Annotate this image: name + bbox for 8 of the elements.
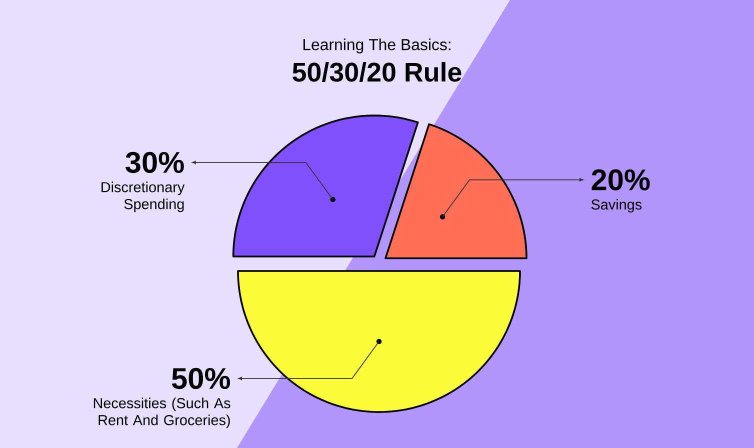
slice-label: Necessities (Such As Rent And Groceries)	[94, 398, 230, 428]
chart-subtitle: Learning The Basics:	[303, 38, 450, 54]
slice-label: Savings	[591, 199, 642, 213]
data-label: 30%	[126, 152, 184, 174]
chart-title: 50/30/20 Rule	[292, 62, 462, 82]
data-label: 50%	[172, 368, 230, 390]
slice-label: Discretionary Spending	[102, 182, 185, 212]
data-label: 20%	[592, 169, 650, 190]
